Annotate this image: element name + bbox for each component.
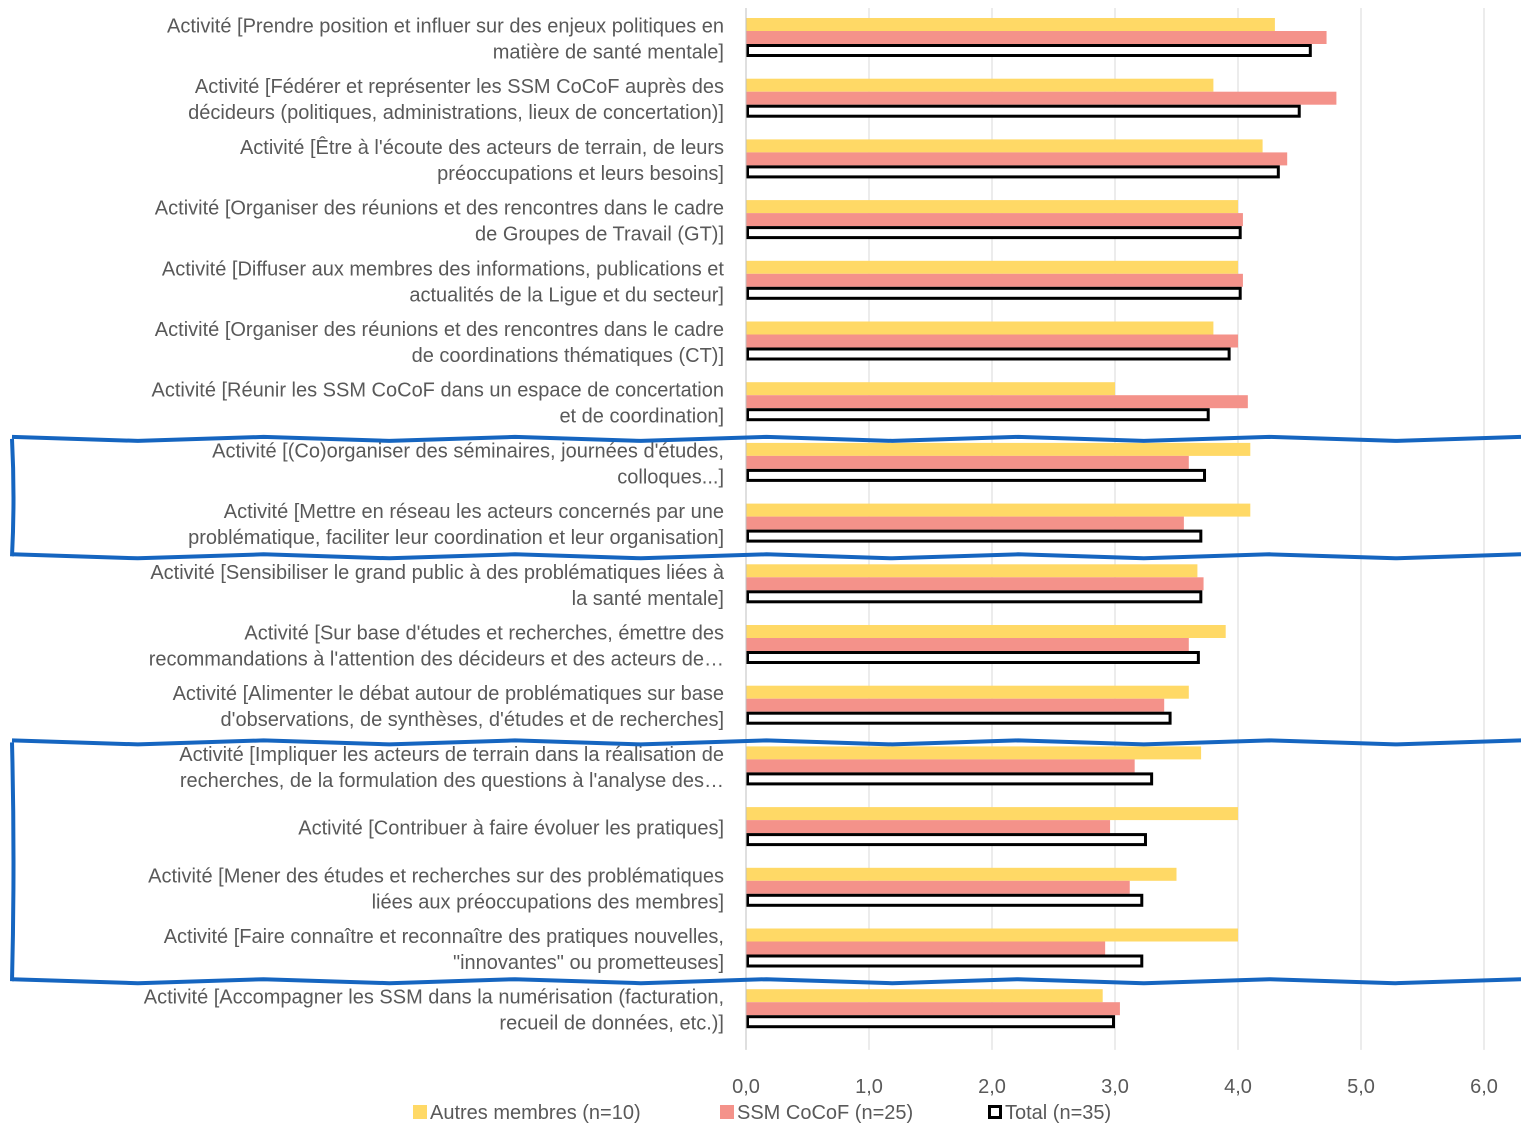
highlight-box-bottom <box>11 552 1521 561</box>
category-label: Activité [Être à l'écoute des acteurs de… <box>240 136 724 185</box>
bar <box>746 286 1242 300</box>
category-label: Activité [Sensibiliser le grand public à… <box>150 562 725 610</box>
bar <box>746 698 1165 712</box>
category-label: Activité [Organiser des réunions et des … <box>155 319 724 367</box>
category-label: Activité [Accompagner les SSM dans la nu… <box>144 987 724 1035</box>
bar <box>746 577 1204 591</box>
bar <box>746 989 1103 1003</box>
bar <box>746 746 1202 760</box>
highlight-box-left <box>10 438 16 557</box>
bar <box>746 529 1203 543</box>
x-tick-label: 6,0 <box>1470 1076 1498 1098</box>
bar <box>746 260 1238 274</box>
x-tick-label: 2,0 <box>978 1076 1006 1098</box>
category-label: Activité [Sur base d'études et recherche… <box>149 623 724 671</box>
bar <box>746 226 1242 240</box>
legend-swatch <box>720 1105 734 1119</box>
bar <box>746 564 1198 578</box>
x-tick-label: 4,0 <box>1224 1076 1252 1098</box>
bar <box>746 1002 1120 1016</box>
category-label: Activité [Organiser des réunions et des … <box>155 198 724 246</box>
highlight-box-top <box>11 434 1521 443</box>
category-label: Activité [Fédérer et représenter les SSM… <box>188 76 724 124</box>
legend-label: Autres membres (n=10) <box>430 1102 641 1124</box>
bar <box>746 44 1312 57</box>
bar <box>746 321 1214 335</box>
bar <box>746 273 1243 287</box>
bar <box>746 78 1214 92</box>
bar <box>746 213 1243 227</box>
bar <box>746 941 1106 955</box>
category-label: Activité [Faire connaître et reconnaître… <box>164 926 724 974</box>
bar <box>746 893 1144 907</box>
category-labels: Activité [Prendre position et influer su… <box>144 16 725 1035</box>
bar <box>746 807 1238 821</box>
legend-swatch <box>988 1105 1002 1119</box>
bar <box>746 590 1203 604</box>
category-label: Activité [Contribuer à faire évoluer les… <box>298 818 724 840</box>
bar <box>746 638 1189 651</box>
category-label: Activité [(Co)organiser des séminaires, … <box>212 440 724 488</box>
bar <box>746 334 1238 348</box>
bar <box>746 1015 1115 1029</box>
bar <box>746 347 1231 361</box>
legend-label: Total (n=35) <box>1005 1102 1111 1124</box>
bar <box>746 711 1172 725</box>
bar <box>746 833 1147 847</box>
bar <box>746 516 1184 530</box>
bar <box>746 759 1135 773</box>
legend-swatch <box>413 1105 427 1119</box>
bar <box>746 408 1210 422</box>
category-label: Activité [Prendre position et influer su… <box>167 16 724 64</box>
bar <box>746 152 1288 166</box>
bar <box>746 867 1177 881</box>
x-tick-labels: 0,0 1,0 2,0 3,0 4,0 5,0 6,0 <box>732 1076 1498 1098</box>
bar <box>746 382 1115 396</box>
bar <box>746 104 1301 118</box>
x-tick-label: 0,0 <box>732 1076 760 1098</box>
category-label: Activité [Impliquer les acteurs de terra… <box>179 744 724 792</box>
bar <box>746 503 1251 517</box>
bar <box>746 880 1130 894</box>
x-tick-label: 3,0 <box>1101 1076 1129 1098</box>
category-label: Activité [Alimenter le débat autour de p… <box>173 683 724 731</box>
category-label: Activité [Diffuser aux membres des infor… <box>162 258 725 306</box>
x-tick-label: 5,0 <box>1347 1076 1375 1098</box>
highlight-box-bottom <box>11 977 1521 986</box>
bars <box>746 18 1337 1029</box>
bar <box>746 928 1238 942</box>
bar <box>746 18 1275 31</box>
bar <box>746 651 1200 664</box>
bar <box>746 685 1189 699</box>
bar <box>746 200 1238 214</box>
bar <box>746 625 1226 638</box>
bar <box>746 395 1248 409</box>
category-label: Activité [Réunir les SSM CoCoF dans un e… <box>151 380 724 428</box>
x-tick-label: 1,0 <box>855 1076 883 1098</box>
bar <box>746 468 1207 482</box>
highlight-annotations <box>10 434 1521 986</box>
bar <box>746 455 1189 469</box>
category-label: Activité [Mener des études et recherches… <box>148 865 724 913</box>
bar <box>746 91 1337 105</box>
bar <box>746 31 1327 44</box>
bar <box>746 820 1111 834</box>
bar <box>746 772 1154 786</box>
bar <box>746 954 1144 968</box>
highlight-box-left <box>10 742 16 982</box>
bar <box>746 165 1280 179</box>
legend: Autres membres (n=10) SSM CoCoF (n=25) Tot… <box>413 1102 1111 1124</box>
bar <box>746 442 1251 456</box>
category-label: Activité [Mettre en réseau les acteurs c… <box>188 501 724 549</box>
legend-label: SSM CoCoF (n=25) <box>737 1102 913 1124</box>
highlight-box-top <box>11 738 1521 747</box>
bar <box>746 139 1263 153</box>
